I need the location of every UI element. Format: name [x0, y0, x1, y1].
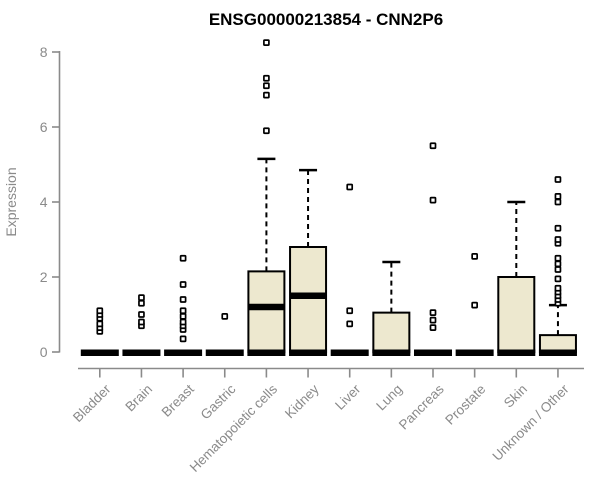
outlier-point: [138, 311, 145, 318]
zero-bar: [538, 349, 577, 356]
zero-bar: [330, 349, 369, 356]
outlier-point: [263, 74, 270, 82]
outlier-point: [179, 318, 187, 326]
outlier-point: [471, 253, 478, 260]
zero-bar: [372, 349, 411, 356]
y-tick-label: 0: [40, 344, 48, 360]
zero-bar: [247, 349, 286, 356]
box: [247, 270, 286, 353]
outlier-point: [96, 320, 104, 328]
outlier-point: [554, 266, 562, 273]
outlier-point: [429, 324, 437, 331]
box: [289, 246, 328, 353]
outlier-point: [179, 307, 187, 315]
x-tick-label: Unknown / Other: [489, 381, 572, 464]
outlier-point: [429, 316, 437, 324]
outlier-point: [138, 294, 145, 301]
outlier-point: [554, 275, 562, 283]
outlier-point: [554, 236, 562, 243]
median-bar: [290, 292, 327, 299]
outlier-point: [429, 142, 437, 150]
outlier-point: [554, 260, 562, 268]
outlier-point: [346, 307, 354, 315]
outlier-point: [179, 254, 187, 262]
outlier-point: [263, 39, 270, 46]
x-tick-label: Brain: [122, 382, 155, 415]
outlier-point: [554, 224, 562, 232]
outlier-point: [554, 176, 562, 183]
y-axis-label: Expression: [3, 167, 19, 236]
x-tick-label: Kidney: [282, 381, 322, 421]
zero-bar: [289, 349, 328, 356]
zero-bar: [414, 349, 452, 356]
zero-bar: [164, 349, 203, 356]
outlier-point: [554, 254, 562, 262]
outlier-point: [138, 318, 145, 326]
outlier-point: [554, 193, 562, 200]
outlier-point: [179, 281, 187, 288]
outlier-point: [263, 127, 270, 135]
outlier-point: [429, 309, 437, 316]
x-tick-label: Skin: [501, 382, 530, 411]
median-bar: [248, 303, 285, 311]
outlier-point: [346, 320, 354, 328]
chart-title: ENSG00000213854 - CNN2P6: [208, 10, 444, 29]
y-tick-label: 8: [40, 44, 48, 60]
outlier-point: [263, 82, 270, 90]
outlier-point: [138, 299, 145, 307]
zero-bar: [497, 349, 536, 356]
x-tick-label: Bladder: [70, 381, 114, 425]
outlier-point: [96, 307, 104, 315]
zero-bar: [205, 349, 244, 356]
y-tick-label: 2: [40, 269, 48, 285]
outlier-point: [179, 335, 187, 343]
x-tick-label: Prostate: [442, 382, 488, 428]
outlier-point: [263, 91, 270, 99]
outlier-point: [346, 183, 354, 191]
box: [372, 311, 411, 353]
outlier-point: [429, 196, 437, 204]
zero-bar: [80, 349, 119, 356]
x-tick-label: Liver: [332, 381, 364, 413]
box: [497, 276, 536, 353]
outlier-point: [179, 296, 187, 303]
y-tick-label: 4: [40, 194, 48, 210]
x-tick-label: Lung: [373, 382, 405, 414]
box: [538, 334, 577, 353]
outlier-point: [554, 284, 562, 292]
outlier-point: [221, 313, 229, 320]
outlier-point: [179, 313, 187, 320]
y-tick-label: 6: [40, 119, 48, 135]
x-tick-label: Gastric: [198, 381, 239, 422]
zero-bar: [455, 349, 494, 356]
x-tick-label: Pancreas: [396, 381, 447, 432]
outlier-point: [554, 198, 562, 206]
zero-bar: [122, 349, 161, 356]
outlier-point: [471, 301, 478, 309]
x-tick-label: Breast: [159, 381, 197, 419]
